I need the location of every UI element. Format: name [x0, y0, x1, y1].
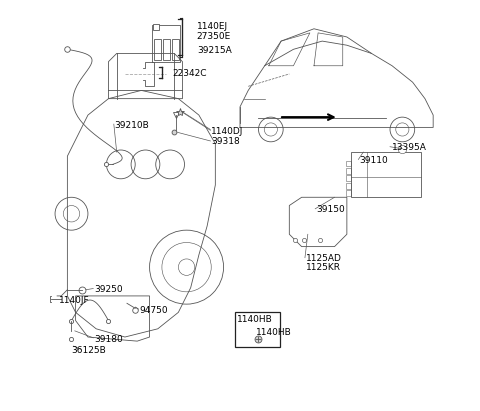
Text: 1125AD: 1125AD [306, 254, 342, 263]
Text: 1140HB: 1140HB [256, 328, 292, 337]
Text: 39215A: 39215A [197, 46, 231, 55]
Bar [154, 39, 161, 60]
Bar [235, 312, 280, 347]
Text: 39210B: 39210B [115, 121, 149, 130]
Text: 39318: 39318 [211, 137, 240, 146]
Bar [346, 175, 351, 181]
Bar [346, 161, 351, 166]
Text: 1140HB: 1140HB [237, 315, 273, 324]
Bar [163, 39, 170, 60]
Bar [346, 183, 351, 189]
Text: 13395A: 13395A [392, 143, 427, 152]
Bar [172, 39, 179, 60]
Text: 39180: 39180 [94, 335, 123, 344]
Bar [346, 168, 351, 174]
Bar [351, 152, 421, 197]
Text: 1140EJ: 1140EJ [197, 22, 228, 31]
Text: 94750: 94750 [139, 306, 168, 315]
Text: 27350E: 27350E [197, 32, 231, 42]
Text: 1140DJ: 1140DJ [211, 127, 244, 136]
Text: 36125B: 36125B [72, 346, 106, 355]
Text: 39250: 39250 [94, 285, 123, 294]
Text: 22342C: 22342C [172, 69, 207, 78]
Text: 39150: 39150 [316, 205, 345, 214]
Text: 39110: 39110 [359, 156, 388, 165]
Bar [346, 190, 351, 196]
Text: 1140JF: 1140JF [59, 296, 90, 305]
Text: 1125KR: 1125KR [306, 263, 341, 272]
